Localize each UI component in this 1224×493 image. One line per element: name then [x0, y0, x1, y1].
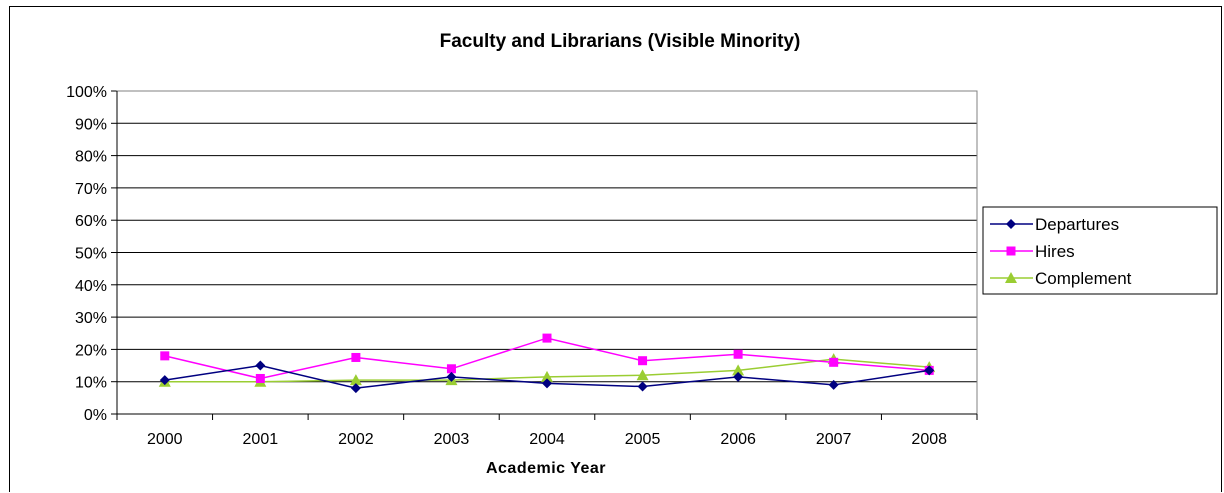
- chart-frame: [9, 6, 1222, 492]
- x-tick-label: 2001: [243, 431, 279, 448]
- data-point-hires: [446, 364, 456, 374]
- x-tick-label: 2003: [434, 431, 470, 448]
- x-axis-tick-labels: 2000 2001 2002 2003 2004 2005 2006 2007 2008: [147, 431, 947, 448]
- data-point-departures: [924, 365, 935, 376]
- data-point-departures: [828, 379, 839, 390]
- legend-label-complement: Complement: [1035, 269, 1132, 288]
- x-tick-label: 2004: [529, 431, 565, 448]
- data-point-hires: [351, 352, 361, 362]
- x-tick-label: 2000: [147, 431, 183, 448]
- legend-marker-hires: [1006, 246, 1016, 256]
- data-point-departures: [542, 378, 552, 389]
- data-point-hires: [638, 356, 648, 366]
- legend-marker-complement: [1005, 272, 1017, 283]
- legend-item-complement: Complement: [990, 269, 1132, 288]
- y-tick-label: 90%: [75, 116, 107, 133]
- gridlines: [111, 90, 978, 420]
- series-departures: [159, 360, 935, 394]
- y-axis-tick-labels: 0% 10% 20% 30% 40% 50% 60% 70% 80% 90% 100%: [66, 84, 107, 424]
- data-point-departures: [446, 371, 457, 382]
- y-tick-label: 80%: [75, 149, 107, 166]
- data-point-departures: [255, 360, 266, 371]
- y-tick-label: 40%: [75, 278, 107, 295]
- legend-item-hires: Hires: [990, 242, 1075, 261]
- data-point-departures: [637, 381, 648, 392]
- legend-label-departures: Departures: [1035, 215, 1119, 234]
- data-point-complement: [732, 364, 745, 376]
- x-tick-label: 2007: [816, 431, 852, 448]
- data-point-departures: [159, 375, 170, 386]
- y-tick-label: 20%: [75, 342, 107, 359]
- data-point-departures: [733, 371, 744, 382]
- y-tick-label: 0%: [84, 407, 107, 424]
- y-tick-label: 30%: [75, 310, 107, 327]
- y-tick-label: 60%: [75, 213, 107, 230]
- x-axis-label: Academic Year: [486, 460, 606, 477]
- data-point-complement: [349, 374, 362, 386]
- legend-marker-departures: [1006, 219, 1016, 229]
- x-tick-label: 2002: [338, 431, 374, 448]
- data-point-hires: [160, 351, 170, 361]
- y-tick-label: 10%: [75, 375, 107, 392]
- data-point-hires: [255, 373, 265, 383]
- y-tick-label: 50%: [75, 246, 107, 263]
- legend-label-hires: Hires: [1035, 242, 1075, 261]
- data-point-hires: [829, 357, 839, 367]
- legend-item-departures: Departures: [990, 215, 1119, 234]
- data-point-complement: [541, 370, 553, 382]
- x-tick-label: 2008: [911, 431, 947, 448]
- series-layer: [158, 333, 936, 394]
- x-tick-label: 2006: [720, 431, 756, 448]
- x-tick-label: 2005: [625, 431, 661, 448]
- data-point-departures: [350, 383, 361, 394]
- data-point-hires: [733, 349, 743, 359]
- chart-title: Faculty and Librarians (Visible Minority…: [440, 31, 801, 52]
- data-point-complement: [636, 369, 649, 381]
- y-tick-label: 100%: [66, 84, 107, 101]
- legend: Departures Hires Complement: [982, 206, 1218, 295]
- y-tick-label: 70%: [75, 181, 107, 198]
- data-point-hires: [542, 333, 552, 343]
